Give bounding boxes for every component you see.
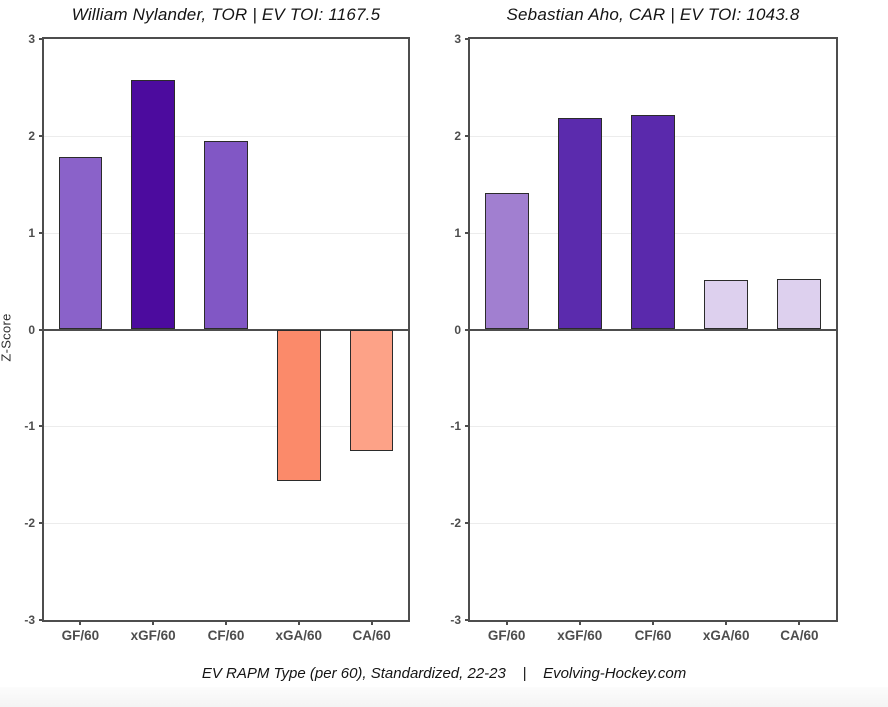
y-tick-mark [465,134,470,137]
zero-line [44,328,408,331]
y-tick-mark [465,38,470,40]
x-tick-label-xGA/60: xGA/60 [275,628,323,643]
gridline [470,426,836,428]
plot-area-aho: 3 2 1 0 -1 -2 -3 GF/60 xGF/60 CF/60 xGA/60 CA/60 [450,33,838,643]
y-tick-mark [39,134,44,137]
y-tick-mark [465,522,470,525]
x-tick-label-GF/60: GF/60 [61,628,100,643]
bar-CF/60 [204,140,248,330]
x-tick-mark [505,620,508,625]
gridline [470,523,836,525]
y-tick-label: 1 [28,225,35,240]
gridline [44,426,408,428]
x-tick-label-xGA/60: xGA/60 [702,628,750,643]
x-tick-mark [798,620,801,625]
y-tick-label: 1 [454,225,461,240]
bar-GF/60 [58,157,103,330]
y-tick-mark [39,38,44,40]
y-tick-label: 3 [454,32,461,46]
y-axis-label: Z-Score [0,313,14,362]
figure-caption: EV RAPM Type (per 60), Standardized, 22-… [201,665,687,682]
gridline [44,523,408,525]
x-tick-mark [578,620,581,625]
y-tick-label: -2 [450,516,461,531]
y-tick-label: 2 [28,128,35,143]
y-tick-mark [39,231,44,234]
y-tick-mark [39,619,44,621]
x-tick-label-GF/60: GF/60 [487,628,526,643]
x-tick-mark [652,620,654,625]
bar-CF/60 [631,114,675,330]
y-tick-mark [39,425,44,428]
panel-aho: Sebastian Aho, CAR | EV TOI: 1043.8 3 2 1 0… [450,0,838,660]
panel-nylander: William Nylander, TOR | EV TOI: 1167.5 3… [24,0,410,660]
panel-title-nylander: William Nylander, TOR | EV TOI: 1167.5 [71,5,381,24]
x-tick-label-CA/60: CA/60 [780,628,819,643]
x-tick-label-xGF/60: xGF/60 [557,628,603,643]
x-tick-label-CF/60: CF/60 [207,628,245,643]
y-tick-mark [465,425,470,428]
y-tick-label: -3 [450,613,461,627]
x-tick-mark [225,620,227,625]
bar-xGA/60 [704,280,749,330]
y-tick-label: 3 [28,32,35,46]
x-tick-mark [79,620,82,625]
y-tick-mark [465,328,470,331]
x-tick-mark [370,620,373,625]
x-tick-label-CF/60: CF/60 [634,628,672,643]
x-tick-label-CA/60: CA/60 [352,628,391,643]
y-tick-label: -3 [24,613,35,627]
y-tick-label: -2 [24,516,35,531]
y-tick-mark [39,522,44,525]
x-tick-label-xGF/60: xGF/60 [130,628,176,643]
bar-xGF/60 [131,79,176,330]
y-tick-mark [39,328,44,331]
bar-xGF/60 [557,118,602,330]
y-tick-mark [465,619,470,621]
x-tick-mark [725,620,728,625]
bar-CA/60 [349,329,394,451]
y-tick-label: 0 [454,322,461,337]
panel-title-aho: Sebastian Aho, CAR | EV TOI: 1043.8 [506,5,800,24]
bar-CA/60 [777,279,822,330]
bottom-strip [0,687,888,707]
bar-GF/60 [484,192,529,330]
y-tick-label: -1 [24,419,35,434]
y-tick-label: 2 [454,128,461,143]
x-tick-mark [297,620,300,625]
x-tick-mark [152,620,155,625]
zero-line [470,328,836,331]
gridline [44,135,408,137]
y-tick-label: 0 [28,322,35,337]
y-tick-label: -1 [450,419,461,434]
plot-area-nylander: 3 2 1 0 -1 -2 -3 GF/60 xGF/60 CF/60 xGA/60 CA/60 [24,33,410,643]
bar-xGA/60 [276,329,321,481]
y-tick-mark [465,231,470,234]
